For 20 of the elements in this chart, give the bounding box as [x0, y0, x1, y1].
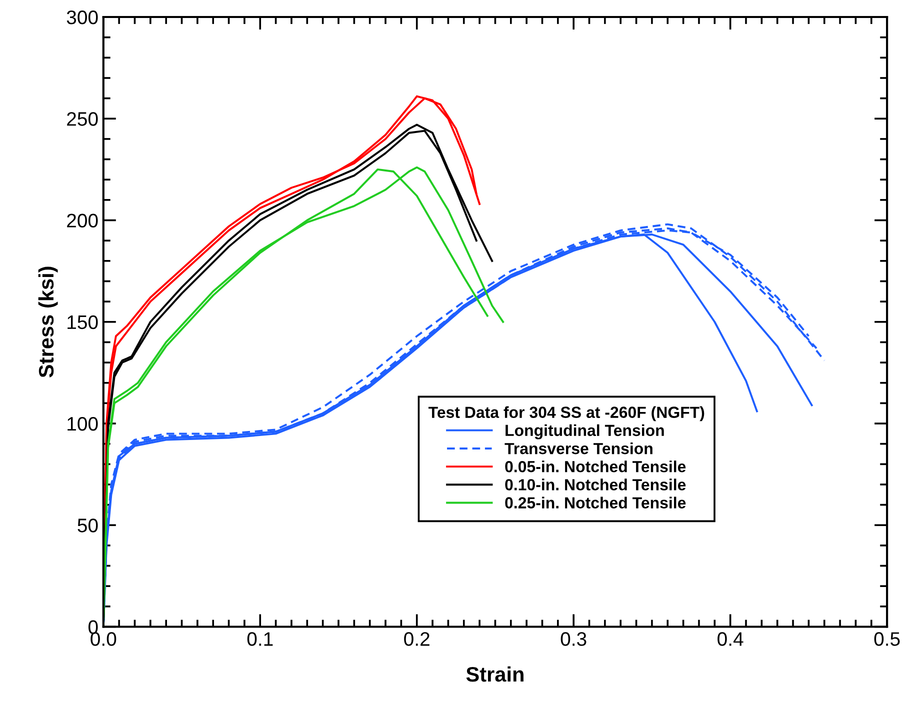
y-tick-label: 250 — [67, 112, 98, 126]
legend-label: Longitudinal Tension — [506, 424, 664, 440]
legend-title: Test Data for 304 SS at -260F (NGFT) — [428, 406, 704, 422]
y-tick-label: 150 — [68, 315, 98, 330]
y-tick-label: 300 — [66, 10, 98, 24]
y-tick-label: 50 — [78, 518, 98, 532]
legend-label: 0.05-in. Notched Tensile — [505, 460, 686, 472]
x-tick-label: 0.4 — [718, 632, 744, 646]
legend-label: Transverse Tension — [504, 442, 652, 454]
x-tick-label: 0.2 — [404, 632, 430, 646]
x-tick-label: 0.5 — [874, 632, 900, 646]
legend-label: 0.10-in. Notched Tensile — [505, 478, 686, 490]
x-tick-label: 0.1 — [247, 632, 273, 646]
legend-label: 0.25-in. Notched Tensile — [505, 496, 686, 508]
y-tick-label: 100 — [68, 416, 98, 431]
y-axis-title: Stress (ksi) — [38, 266, 58, 378]
x-axis-title: Strain — [466, 666, 524, 682]
y-tick-label: 200 — [67, 214, 98, 228]
x-tick-label: 0.3 — [560, 632, 586, 646]
x-tick-label: 0.0 — [90, 632, 116, 646]
